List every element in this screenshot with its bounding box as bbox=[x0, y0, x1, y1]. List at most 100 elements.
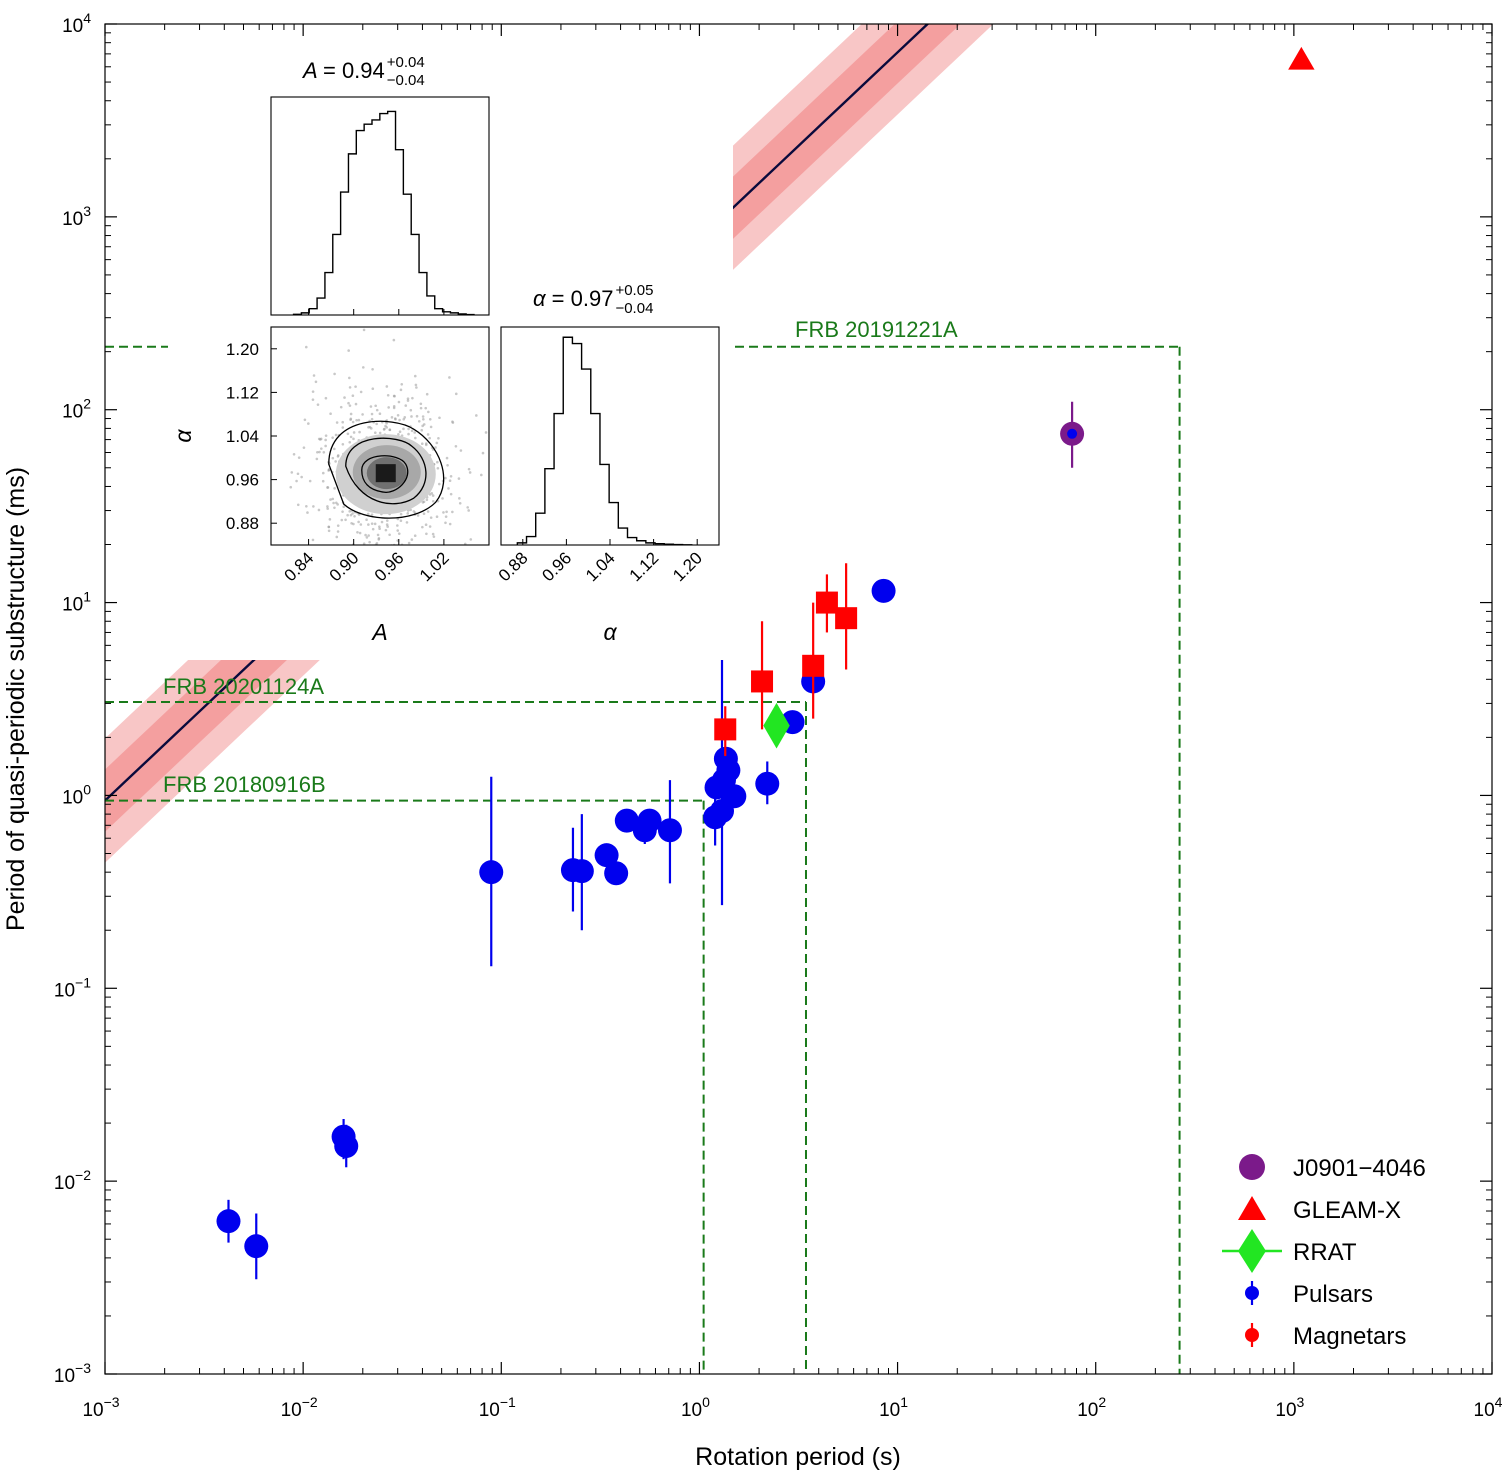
sample-point bbox=[435, 515, 439, 518]
sample-point bbox=[425, 532, 428, 536]
sample-point bbox=[392, 338, 396, 342]
sample-point bbox=[481, 451, 485, 455]
sample-point bbox=[475, 414, 478, 417]
sample-point bbox=[297, 456, 301, 459]
legend-entry-gleam-x: GLEAM-X bbox=[1238, 1196, 1401, 1224]
sample-point bbox=[302, 446, 306, 449]
sample-point bbox=[403, 416, 407, 419]
point-pulsars-20 bbox=[755, 771, 780, 796]
sample-point bbox=[448, 376, 451, 379]
panel-A-hist-frame bbox=[270, 96, 490, 316]
sample-point bbox=[386, 393, 390, 397]
sample-point bbox=[444, 476, 447, 480]
point-rrat-0 bbox=[763, 702, 790, 749]
sample-point bbox=[480, 473, 483, 477]
legend-entry-rrat: RRAT bbox=[1222, 1229, 1357, 1273]
sample-point bbox=[346, 513, 349, 517]
sample-point bbox=[427, 410, 430, 414]
sample-point bbox=[359, 390, 363, 394]
sample-point bbox=[430, 492, 434, 495]
sample-point bbox=[349, 513, 353, 517]
sample-point bbox=[420, 428, 424, 432]
inset-alpha-y-label: α bbox=[170, 429, 196, 443]
sample-point bbox=[458, 501, 462, 505]
point-pulsars-4 bbox=[479, 860, 504, 885]
point-pulsars-12 bbox=[657, 818, 682, 843]
sample-point bbox=[375, 422, 378, 426]
sample-point bbox=[431, 532, 435, 536]
x-tick-label: 104 bbox=[1474, 1394, 1503, 1421]
sample-point bbox=[358, 531, 362, 535]
sample-point bbox=[392, 406, 396, 410]
inset-background bbox=[168, 40, 733, 660]
sample-point bbox=[349, 435, 353, 439]
sample-point bbox=[351, 512, 354, 515]
sample-point bbox=[370, 412, 374, 416]
sample-point bbox=[396, 524, 399, 527]
sample-point bbox=[352, 431, 356, 434]
series-j0901-4046 bbox=[1060, 401, 1085, 468]
sample-point bbox=[331, 497, 335, 501]
sample-point bbox=[350, 521, 353, 525]
histogram-alpha bbox=[516, 336, 693, 545]
y-tick-label: 10−1 bbox=[54, 974, 91, 1001]
sample-point bbox=[348, 386, 352, 389]
x-tick-label: 10−3 bbox=[82, 1394, 119, 1421]
sample-point bbox=[362, 542, 366, 545]
sample-point bbox=[341, 420, 345, 424]
sample-point bbox=[378, 527, 381, 531]
sample-point bbox=[362, 328, 366, 332]
sample-point bbox=[429, 425, 433, 429]
legend-marker-magnetars bbox=[1245, 1328, 1259, 1342]
legend-label-gleam-x: GLEAM-X bbox=[1293, 1197, 1401, 1224]
sample-point bbox=[410, 538, 414, 541]
sample-point bbox=[380, 520, 384, 524]
sample-point bbox=[417, 419, 421, 423]
sample-point bbox=[388, 533, 391, 537]
sample-point bbox=[409, 508, 412, 512]
sample-point bbox=[454, 392, 458, 396]
sample-point bbox=[441, 497, 444, 500]
sample-point bbox=[385, 421, 388, 425]
sample-point bbox=[315, 457, 319, 461]
sample-point bbox=[316, 450, 319, 454]
inset-alpha-y-tick-label: 0.96 bbox=[226, 471, 259, 490]
inset-scatter-samples bbox=[289, 328, 488, 545]
sample-point bbox=[442, 511, 445, 514]
sample-point bbox=[383, 427, 386, 431]
sample-point bbox=[376, 533, 380, 537]
sample-point bbox=[431, 494, 435, 497]
sample-point bbox=[373, 431, 377, 435]
legend-label-pulsars: Pulsars bbox=[1293, 1281, 1373, 1308]
sample-point bbox=[413, 534, 417, 538]
inset-alpha-title-lower-error: −0.04 bbox=[615, 300, 653, 317]
data-points bbox=[216, 46, 1315, 1280]
sample-point bbox=[459, 449, 463, 452]
sample-point bbox=[484, 431, 488, 434]
sample-point bbox=[385, 523, 389, 526]
sample-point bbox=[332, 447, 336, 451]
sample-point bbox=[336, 455, 340, 458]
sample-point bbox=[348, 404, 352, 407]
y-tick-label: 102 bbox=[62, 396, 91, 423]
sample-point bbox=[468, 471, 472, 474]
y-axis-label: Period of quasi-periodic substructure (m… bbox=[2, 467, 30, 931]
sample-point bbox=[329, 498, 332, 501]
sample-point bbox=[332, 501, 335, 505]
sample-point bbox=[416, 514, 420, 517]
sample-point bbox=[321, 471, 325, 475]
sample-point bbox=[411, 396, 414, 400]
sample-point bbox=[413, 374, 417, 378]
sample-point bbox=[387, 406, 390, 409]
point-pulsars-18 bbox=[716, 758, 741, 783]
sample-point bbox=[327, 469, 330, 472]
sample-point bbox=[458, 497, 461, 500]
legend-marker-pulsars bbox=[1245, 1286, 1259, 1300]
sample-point bbox=[463, 542, 467, 545]
sample-point bbox=[374, 404, 377, 408]
sample-point bbox=[428, 436, 431, 440]
sample-point bbox=[397, 433, 400, 436]
inset-A-title-lower-error: −0.04 bbox=[387, 72, 425, 89]
sample-point bbox=[357, 418, 361, 422]
point-pulsars-3 bbox=[334, 1134, 359, 1159]
